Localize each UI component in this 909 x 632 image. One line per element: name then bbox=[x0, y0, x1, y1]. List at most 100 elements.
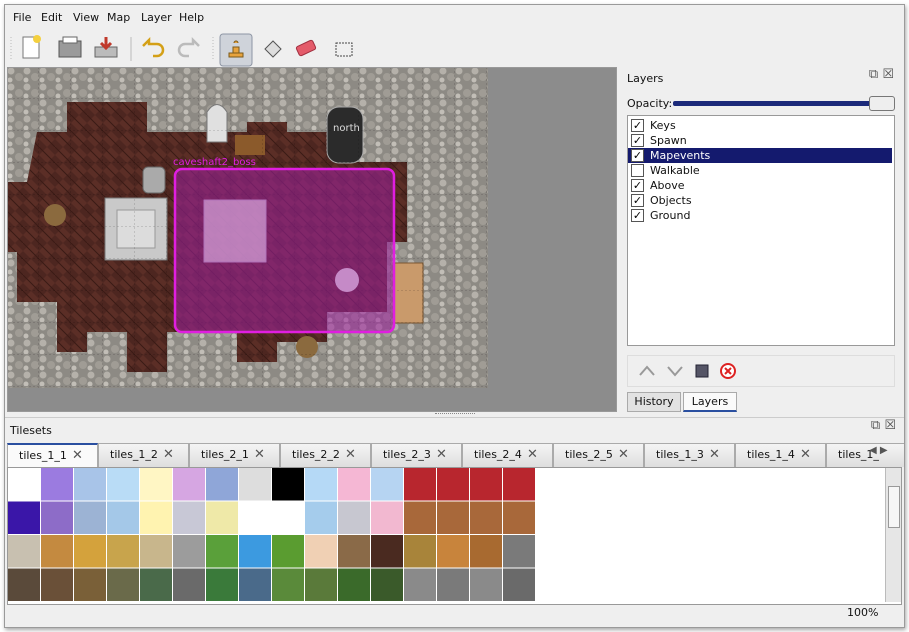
tile[interactable] bbox=[239, 568, 271, 602]
tile[interactable] bbox=[8, 568, 40, 602]
layer-checkbox[interactable]: ✓ bbox=[631, 149, 644, 162]
layer-row[interactable]: ✓ Ground bbox=[628, 208, 892, 223]
tile[interactable] bbox=[107, 568, 139, 602]
tile[interactable] bbox=[239, 535, 271, 568]
eraser-button[interactable] bbox=[295, 39, 317, 57]
tile[interactable] bbox=[272, 468, 304, 501]
tileset-tab[interactable]: tiles_2_4 ✕ bbox=[462, 443, 553, 467]
menu-item[interactable]: Layer bbox=[141, 11, 172, 24]
tile[interactable] bbox=[173, 535, 205, 568]
tile[interactable] bbox=[173, 468, 205, 501]
tile[interactable] bbox=[74, 535, 106, 568]
layer-checkbox[interactable]: ✓ bbox=[631, 119, 644, 132]
tile[interactable] bbox=[74, 468, 106, 501]
layer-checkbox[interactable]: ✓ bbox=[631, 134, 644, 147]
dock-tab[interactable]: History bbox=[627, 392, 681, 412]
menu-item[interactable]: Help bbox=[179, 11, 205, 24]
layer-row[interactable]: ✓ Spawn bbox=[628, 133, 892, 148]
tile[interactable] bbox=[239, 501, 271, 535]
tile[interactable] bbox=[74, 568, 106, 602]
tile[interactable] bbox=[503, 501, 535, 535]
tile[interactable] bbox=[338, 501, 370, 535]
opacity-slider[interactable] bbox=[673, 101, 873, 106]
tileset-tab[interactable]: tiles_2_2 ✕ bbox=[280, 443, 371, 467]
tile[interactable] bbox=[305, 568, 337, 602]
new-button[interactable] bbox=[22, 35, 41, 59]
tile[interactable] bbox=[206, 468, 238, 501]
menu-item[interactable]: Edit bbox=[41, 11, 63, 24]
tab-close[interactable]: ✕ bbox=[345, 447, 356, 462]
select-button[interactable] bbox=[335, 42, 353, 57]
tile[interactable] bbox=[338, 568, 370, 602]
tile[interactable] bbox=[140, 535, 172, 568]
tile[interactable] bbox=[74, 501, 106, 535]
tile[interactable] bbox=[470, 501, 502, 535]
tile[interactable] bbox=[305, 501, 337, 535]
tile[interactable] bbox=[41, 468, 73, 501]
tab-close[interactable]: ✕ bbox=[436, 447, 447, 462]
tab-close[interactable]: ✕ bbox=[618, 447, 629, 462]
layer-row[interactable]: Walkable bbox=[628, 163, 892, 178]
open-button[interactable] bbox=[58, 36, 82, 58]
menu-item[interactable]: File bbox=[13, 11, 32, 24]
tile[interactable] bbox=[206, 568, 238, 602]
tab-close[interactable]: ✕ bbox=[163, 447, 174, 462]
tab-scroll[interactable]: ◀ ▶ bbox=[869, 445, 888, 456]
tileset-tab[interactable]: tiles_2_5 ✕ bbox=[553, 443, 644, 467]
tileset-tab[interactable]: tiles_1_ bbox=[826, 443, 904, 467]
layer-checkbox[interactable] bbox=[631, 164, 644, 177]
tile[interactable] bbox=[206, 535, 238, 568]
tile[interactable] bbox=[272, 501, 304, 535]
tab-close[interactable]: ✕ bbox=[254, 447, 265, 462]
tile[interactable] bbox=[140, 501, 172, 535]
tile[interactable] bbox=[437, 501, 469, 535]
tile[interactable] bbox=[272, 535, 304, 568]
tile[interactable] bbox=[305, 468, 337, 501]
menu-item[interactable]: Map bbox=[107, 11, 131, 24]
tile[interactable] bbox=[41, 501, 73, 535]
tile[interactable] bbox=[107, 535, 139, 568]
tile[interactable] bbox=[140, 468, 172, 501]
scrollbar[interactable] bbox=[885, 468, 901, 602]
tile[interactable] bbox=[371, 501, 403, 535]
layer-checkbox[interactable]: ✓ bbox=[631, 179, 644, 192]
dock-close[interactable]: ⧉ ☒ bbox=[870, 418, 896, 433]
layer-row[interactable]: ✓ Above bbox=[628, 178, 892, 193]
tile[interactable] bbox=[503, 535, 535, 568]
layer-row[interactable]: ✓ Objects bbox=[628, 193, 892, 208]
tileset-tab[interactable]: tiles_1_4 ✕ bbox=[735, 443, 826, 467]
tab-close[interactable]: ✕ bbox=[72, 448, 83, 463]
layer-row[interactable]: ✓ Keys bbox=[628, 118, 892, 133]
tile[interactable] bbox=[437, 535, 469, 568]
tile[interactable] bbox=[41, 568, 73, 602]
tile[interactable] bbox=[140, 568, 172, 602]
tile[interactable] bbox=[338, 535, 370, 568]
tileset-tab[interactable]: tiles_1_2 ✕ bbox=[98, 443, 189, 467]
tile[interactable] bbox=[503, 468, 535, 501]
tile[interactable] bbox=[206, 501, 238, 535]
tab-close[interactable]: ✕ bbox=[800, 447, 811, 462]
tile[interactable] bbox=[371, 535, 403, 568]
tileset-tab[interactable]: tiles_2_1 ✕ bbox=[189, 443, 280, 467]
tile[interactable] bbox=[470, 535, 502, 568]
tile[interactable] bbox=[437, 468, 469, 501]
tab-close[interactable]: ✕ bbox=[527, 447, 538, 462]
tile[interactable] bbox=[404, 568, 436, 602]
tile[interactable] bbox=[305, 535, 337, 568]
tile[interactable] bbox=[503, 568, 535, 602]
tile[interactable] bbox=[338, 468, 370, 501]
tile[interactable] bbox=[8, 535, 40, 568]
tile[interactable] bbox=[173, 501, 205, 535]
tileset-tab[interactable]: tiles_1_1 ✕ bbox=[7, 443, 98, 467]
slider-handle[interactable] bbox=[869, 96, 895, 111]
tile[interactable] bbox=[239, 468, 271, 501]
tile[interactable] bbox=[41, 535, 73, 568]
tile[interactable] bbox=[371, 568, 403, 602]
tileset-tab[interactable]: tiles_1_3 ✕ bbox=[644, 443, 735, 467]
tile[interactable] bbox=[8, 501, 40, 535]
tile[interactable] bbox=[404, 535, 436, 568]
tile[interactable] bbox=[437, 568, 469, 602]
dock-close[interactable]: ⧉ ☒ bbox=[868, 67, 894, 82]
fill-button[interactable] bbox=[264, 40, 282, 58]
tile[interactable] bbox=[107, 468, 139, 501]
